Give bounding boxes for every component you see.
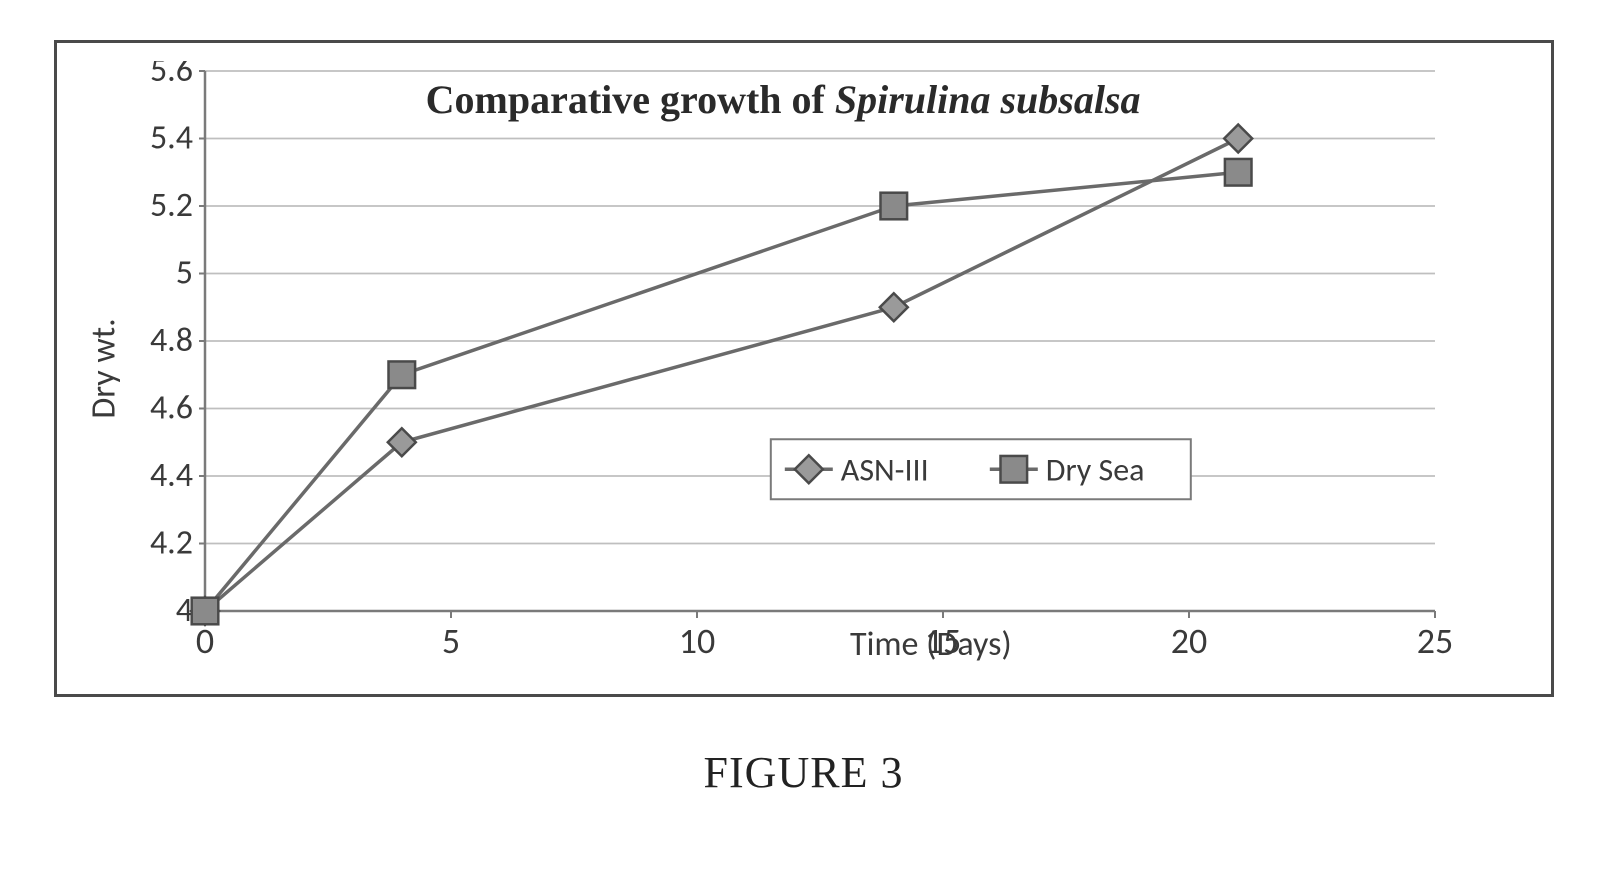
y-tick-label: 4.6 <box>149 388 192 429</box>
chart-title: Comparative growth of Spirulina subsalsa <box>425 77 1140 122</box>
x-axis-label: Time (Days) <box>850 624 1012 665</box>
y-tick-label: 4.2 <box>149 523 192 564</box>
y-tick-label: 4.8 <box>149 320 192 361</box>
chart-frame: Dry wt. 44.24.44.64.855.25.45.6051015202… <box>54 40 1554 697</box>
x-tick-label: 25 <box>1416 619 1453 663</box>
legend-label: Dry Sea <box>1045 450 1144 489</box>
series-marker <box>388 361 415 388</box>
x-tick-label: 20 <box>1170 619 1207 663</box>
series-line <box>205 172 1238 611</box>
series-marker <box>1224 125 1252 153</box>
ylabel-container: Dry wt. <box>75 61 135 676</box>
svg-holder: 44.24.44.64.855.25.45.60510152025Time (D… <box>135 61 1533 676</box>
y-tick-label: 4.4 <box>149 455 192 496</box>
y-tick-label: 5.4 <box>149 118 192 159</box>
series-marker <box>879 293 907 321</box>
series-marker <box>880 193 907 220</box>
plot-wrapper: Dry wt. 44.24.44.64.855.25.45.6051015202… <box>75 61 1533 676</box>
figure-caption: FIGURE 3 <box>54 747 1554 798</box>
x-tick-label: 5 <box>441 619 459 663</box>
legend-label: ASN-III <box>840 450 928 489</box>
x-tick-label: 10 <box>678 619 715 663</box>
series-marker <box>191 598 218 625</box>
y-tick-label: 5.2 <box>149 185 192 226</box>
series-line <box>205 139 1238 612</box>
chart-svg: 44.24.44.64.855.25.45.60510152025Time (D… <box>135 61 1455 671</box>
figure-container: Dry wt. 44.24.44.64.855.25.45.6051015202… <box>54 40 1554 798</box>
series-marker <box>1224 159 1251 186</box>
plot-area: 44.24.44.64.855.25.45.60510152025Time (D… <box>135 61 1533 676</box>
y-axis-label: Dry wt. <box>84 318 125 418</box>
y-tick-label: 5.6 <box>149 61 192 91</box>
y-tick-label: 5 <box>175 253 192 294</box>
